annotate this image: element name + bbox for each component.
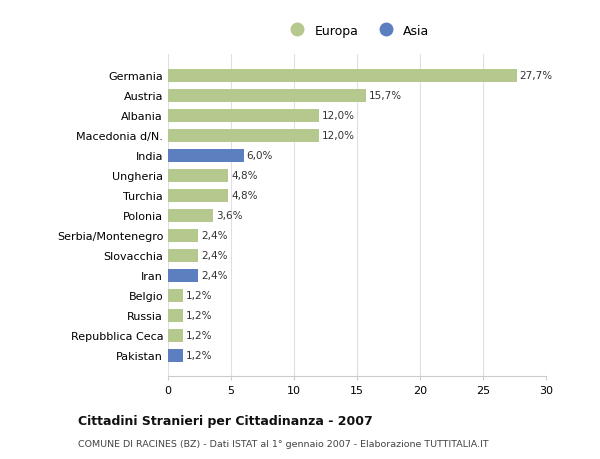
Text: 4,8%: 4,8% bbox=[231, 191, 257, 201]
Bar bbox=[168, 309, 183, 322]
Text: 4,8%: 4,8% bbox=[231, 171, 257, 181]
Bar bbox=[168, 129, 319, 142]
Text: 12,0%: 12,0% bbox=[322, 131, 355, 141]
Bar bbox=[168, 150, 244, 162]
Text: COMUNE DI RACINES (BZ) - Dati ISTAT al 1° gennaio 2007 - Elaborazione TUTTITALIA: COMUNE DI RACINES (BZ) - Dati ISTAT al 1… bbox=[78, 439, 488, 448]
Text: 12,0%: 12,0% bbox=[322, 111, 355, 121]
Bar bbox=[168, 289, 183, 302]
Bar bbox=[168, 349, 183, 362]
Text: 1,2%: 1,2% bbox=[185, 291, 212, 301]
Text: 1,2%: 1,2% bbox=[185, 350, 212, 360]
Text: 15,7%: 15,7% bbox=[368, 91, 401, 101]
Text: 6,0%: 6,0% bbox=[246, 151, 272, 161]
Text: Cittadini Stranieri per Cittadinanza - 2007: Cittadini Stranieri per Cittadinanza - 2… bbox=[78, 414, 373, 428]
Text: 3,6%: 3,6% bbox=[216, 211, 242, 221]
Text: 1,2%: 1,2% bbox=[185, 310, 212, 320]
Bar bbox=[168, 70, 517, 83]
Bar bbox=[168, 249, 198, 262]
Bar bbox=[168, 90, 366, 102]
Bar bbox=[168, 209, 214, 222]
Bar bbox=[168, 189, 229, 202]
Text: 2,4%: 2,4% bbox=[201, 231, 227, 241]
Text: 1,2%: 1,2% bbox=[185, 330, 212, 340]
Text: 27,7%: 27,7% bbox=[520, 71, 553, 81]
Legend: Europa, Asia: Europa, Asia bbox=[280, 20, 434, 43]
Bar bbox=[168, 329, 183, 342]
Bar bbox=[168, 110, 319, 123]
Bar bbox=[168, 169, 229, 182]
Bar bbox=[168, 269, 198, 282]
Bar bbox=[168, 229, 198, 242]
Text: 2,4%: 2,4% bbox=[201, 270, 227, 280]
Text: 2,4%: 2,4% bbox=[201, 251, 227, 261]
